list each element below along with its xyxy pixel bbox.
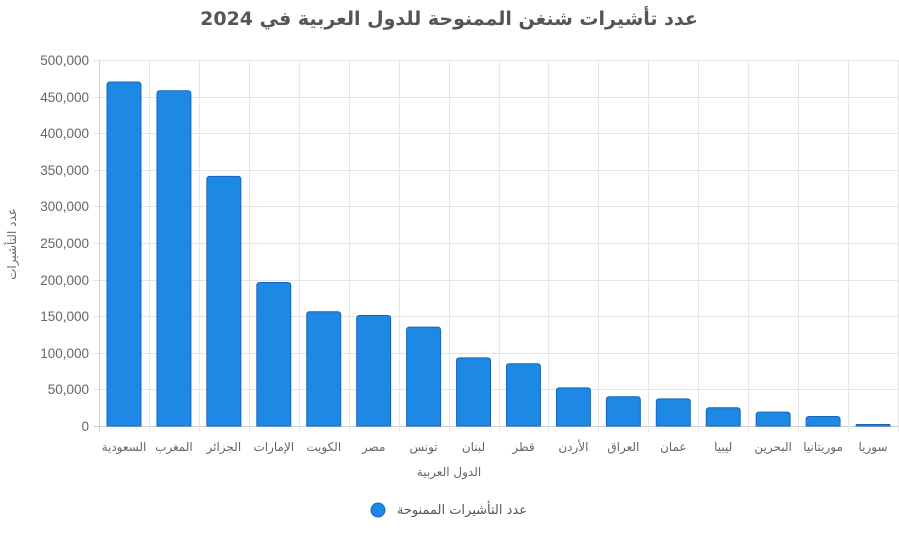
legend-marker [370, 502, 386, 518]
bar[interactable] [356, 314, 392, 427]
legend[interactable]: عدد التأشيرات الممنوحة [370, 500, 527, 518]
x-tick-label: الجزائر [206, 440, 242, 455]
bar[interactable] [755, 411, 791, 427]
x-tick-label: لبنان [462, 440, 485, 454]
x-tick-label: ليبيا [714, 440, 732, 454]
y-tick-label: 200,000 [40, 273, 89, 288]
y-tick-label: 150,000 [40, 309, 89, 324]
y-tick-label: 300,000 [40, 199, 89, 214]
x-tick-label: موريتانيا [803, 440, 843, 455]
bar[interactable] [655, 398, 691, 427]
x-tick-label: تونس [410, 440, 438, 455]
bar[interactable] [406, 326, 442, 427]
y-tick-label: 400,000 [40, 126, 89, 141]
y-tick-label: 250,000 [40, 236, 89, 251]
x-tick-label: سوريا [859, 440, 888, 455]
bar[interactable] [206, 175, 242, 427]
y-tick-label: 450,000 [40, 90, 89, 105]
x-tick-label: الكويت [306, 440, 341, 455]
y-tick-label: 50,000 [48, 382, 89, 397]
bar[interactable] [156, 90, 192, 427]
y-axis-ticks: 0 50,000 100,000 150,000 200,000 250,000 300,0… [40, 53, 89, 434]
y-tick-label: 0 [81, 419, 89, 434]
bar[interactable] [805, 415, 841, 427]
x-tick-label: العراق [607, 440, 639, 455]
x-tick-label: المغرب [155, 440, 193, 455]
x-tick-label: عمان [660, 440, 687, 454]
bar[interactable] [306, 311, 342, 427]
y-tick-label: 500,000 [40, 53, 89, 68]
x-tick-label: السعودية [102, 440, 147, 455]
legend-label: عدد التأشيرات الممنوحة [397, 500, 527, 518]
y-axis-title: عدد التأشيرات [3, 208, 20, 280]
bar[interactable] [256, 282, 292, 427]
bar[interactable] [855, 424, 891, 427]
y-tick-label: 350,000 [40, 163, 89, 178]
x-tick-label: قطر [511, 440, 534, 455]
x-tick-label: الإمارات [253, 440, 294, 455]
bar[interactable] [555, 387, 591, 427]
x-tick-label: الأردن [558, 439, 588, 455]
bar[interactable] [705, 407, 741, 427]
x-tick-label: البحرين [754, 440, 791, 455]
bar[interactable] [106, 81, 142, 427]
bar[interactable] [505, 363, 541, 427]
bars [106, 81, 891, 427]
bar[interactable] [456, 357, 492, 427]
y-tick-label: 100,000 [40, 346, 89, 361]
bar[interactable] [605, 396, 641, 427]
x-axis-title: الدول العربية [417, 465, 481, 480]
x-axis-ticks: السعودية المغرب الجزائر الإمارات الكويت مصر تو… [102, 439, 888, 455]
x-tick-label: مصر [361, 440, 385, 455]
chart-title: عدد تأشيرات شنغن الممنوحة للدول العربية … [200, 6, 698, 30]
